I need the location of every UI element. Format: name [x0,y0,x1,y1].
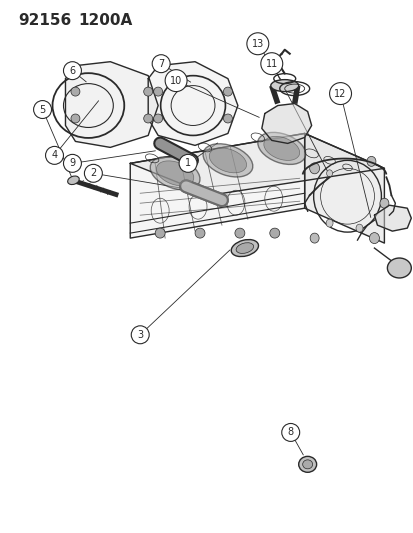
Ellipse shape [235,243,253,253]
Circle shape [63,155,81,172]
Text: 8: 8 [287,427,293,438]
Text: 1200A: 1200A [78,13,132,28]
Text: 9: 9 [69,158,75,168]
Ellipse shape [263,136,299,160]
Circle shape [153,87,162,96]
Circle shape [260,53,282,75]
Circle shape [84,164,102,182]
Ellipse shape [270,79,298,92]
Polygon shape [304,133,384,243]
Ellipse shape [387,258,411,278]
Polygon shape [261,103,311,143]
Polygon shape [148,62,237,146]
Text: 7: 7 [158,59,164,69]
Text: 1: 1 [185,158,191,168]
Circle shape [33,101,51,118]
Circle shape [131,326,149,344]
Polygon shape [65,62,158,148]
Ellipse shape [202,144,252,177]
Text: 3: 3 [137,330,143,340]
Ellipse shape [325,219,332,227]
Ellipse shape [309,233,318,243]
Ellipse shape [257,132,305,164]
Text: 4: 4 [51,150,57,160]
Circle shape [234,228,244,238]
Circle shape [223,114,232,123]
Ellipse shape [366,156,375,166]
Polygon shape [373,205,411,231]
Ellipse shape [67,176,79,184]
Circle shape [179,155,197,172]
Circle shape [246,33,268,55]
Circle shape [143,87,152,96]
Ellipse shape [379,198,388,208]
Circle shape [71,114,80,123]
Text: 12: 12 [334,88,346,99]
Ellipse shape [355,224,362,232]
Circle shape [329,83,351,104]
Ellipse shape [209,148,246,173]
Circle shape [71,87,80,96]
Circle shape [269,228,279,238]
Ellipse shape [302,460,312,469]
Ellipse shape [150,157,199,190]
Text: 10: 10 [170,76,182,86]
Polygon shape [130,133,304,238]
Ellipse shape [156,161,193,186]
Text: 5: 5 [39,104,45,115]
Circle shape [63,62,81,79]
Circle shape [155,228,165,238]
Circle shape [223,87,232,96]
Circle shape [281,424,299,441]
Circle shape [152,55,170,72]
Text: 13: 13 [251,39,263,49]
Ellipse shape [326,170,332,177]
Circle shape [153,114,162,123]
Ellipse shape [298,456,316,472]
Ellipse shape [368,232,378,244]
Text: 92156: 92156 [19,13,72,28]
Circle shape [45,147,63,164]
Ellipse shape [309,163,319,174]
Text: 2: 2 [90,168,96,179]
Circle shape [195,228,204,238]
Text: 6: 6 [69,66,75,76]
Circle shape [165,70,187,92]
Text: 11: 11 [265,59,277,69]
Circle shape [143,114,152,123]
Polygon shape [130,133,384,195]
Ellipse shape [231,239,258,256]
